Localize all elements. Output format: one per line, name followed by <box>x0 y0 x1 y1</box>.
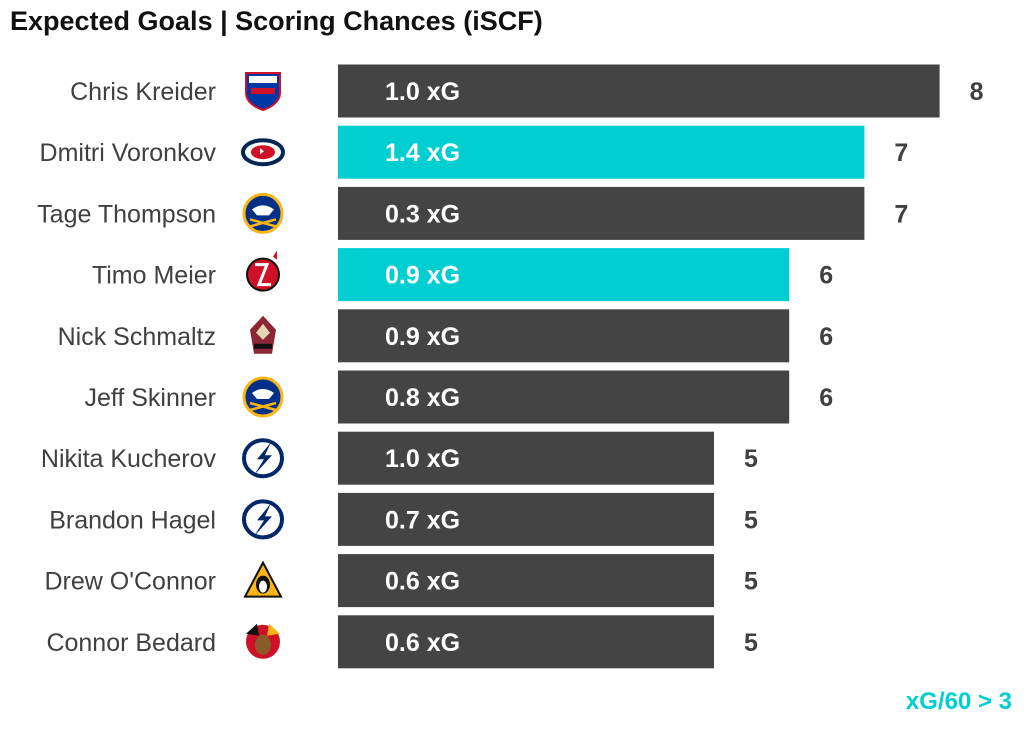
value-label: 5 <box>744 568 758 596</box>
xg-label: 1.4 xG <box>385 139 460 167</box>
sabres-logo-icon <box>242 192 284 234</box>
xg-label: 0.6 xG <box>385 568 460 596</box>
player-name: Chris Kreider <box>70 78 216 106</box>
blackhawks-logo-icon <box>246 623 280 659</box>
player-name: Nikita Kucherov <box>41 445 217 473</box>
player-name: Tage Thompson <box>37 200 216 228</box>
bar <box>338 248 790 302</box>
rangers-logo-icon <box>245 72 281 112</box>
bar <box>338 554 714 608</box>
value-label: 6 <box>819 384 833 412</box>
value-label: 5 <box>744 629 758 657</box>
lightning-logo-icon <box>242 438 284 479</box>
xg-label: 1.0 xG <box>385 78 460 106</box>
bar <box>338 125 865 179</box>
penguins-logo-icon <box>243 560 283 598</box>
xg-label: 0.9 xG <box>385 262 460 290</box>
value-label: 6 <box>819 262 833 290</box>
lightning-logo-icon <box>242 499 284 540</box>
value-label: 5 <box>744 506 758 534</box>
bar <box>338 615 714 669</box>
player-name: Jeff Skinner <box>84 384 216 412</box>
value-label: 7 <box>894 139 908 167</box>
player-name: Brandon Hagel <box>49 506 216 534</box>
xg-label: 1.0 xG <box>385 445 460 473</box>
xg-label: 0.6 xG <box>385 629 460 657</box>
devils-logo-icon <box>246 250 280 292</box>
player-name: Connor Bedard <box>46 629 216 657</box>
xg-label: 0.8 xG <box>385 384 460 412</box>
player-name: Dmitri Voronkov <box>40 139 217 167</box>
xg-label: 0.3 xG <box>385 200 460 228</box>
value-label: 7 <box>894 200 908 228</box>
bar <box>338 431 714 485</box>
value-label: 8 <box>970 78 984 106</box>
coyotes-logo-icon <box>250 315 276 354</box>
bar <box>338 186 865 240</box>
threshold-note: xG/60 > 3 <box>905 688 1012 715</box>
bar <box>338 64 940 118</box>
blue-jackets-logo-icon <box>241 138 285 167</box>
player-name: Timo Meier <box>92 262 216 290</box>
value-label: 6 <box>819 323 833 351</box>
player-name: Nick Schmaltz <box>58 323 216 351</box>
bar <box>338 370 790 424</box>
xg-label: 0.9 xG <box>385 323 460 351</box>
player-name: Drew O'Connor <box>45 568 217 596</box>
xg-label: 0.7 xG <box>385 506 460 534</box>
value-label: 5 <box>744 445 758 473</box>
bar <box>338 309 790 363</box>
sabres-logo-icon <box>242 376 284 418</box>
chart-title: Expected Goals | Scoring Chances (iSCF) <box>10 6 543 36</box>
bar <box>338 492 714 546</box>
